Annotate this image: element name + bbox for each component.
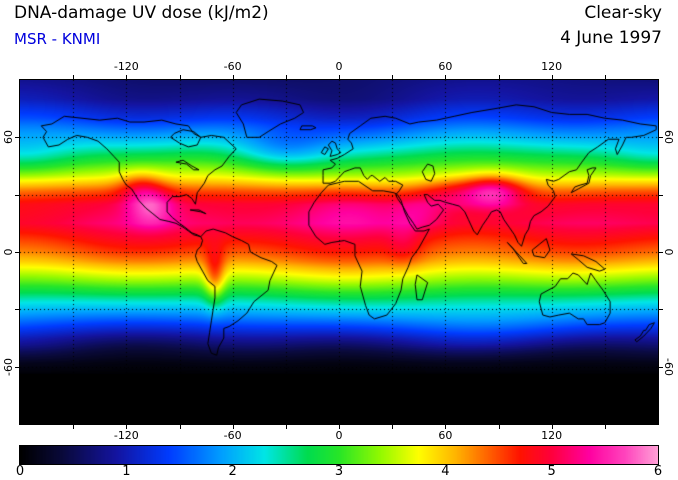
axis-tick-mark xyxy=(552,425,553,429)
colorbar-tick-label: 3 xyxy=(334,464,344,479)
axis-tick-mark xyxy=(339,425,340,429)
axis-tick-mark xyxy=(605,425,606,429)
axis-tick-mark xyxy=(15,367,19,368)
lat-tick-label-right: -60 xyxy=(662,357,675,376)
axis-tick-mark xyxy=(445,75,446,79)
axis-tick-mark xyxy=(659,367,663,368)
axis-tick-mark xyxy=(15,195,19,196)
axis-tick-mark xyxy=(445,425,446,429)
colorbar-tick-label: 0 xyxy=(15,464,25,479)
lat-tick-label-left: 60 xyxy=(2,130,15,145)
lon-tick-label-bottom: 60 xyxy=(438,429,453,442)
lat-tick-label-right: 60 xyxy=(662,130,675,145)
lon-tick-label-bottom: 0 xyxy=(335,429,343,442)
lat-tick-label-right: 0 xyxy=(662,248,675,256)
axis-tick-mark xyxy=(659,309,663,310)
lon-tick-label-top: 120 xyxy=(541,60,563,73)
axis-tick-mark xyxy=(659,137,663,138)
colorbar-tick-label: 1 xyxy=(122,464,131,479)
axis-tick-mark xyxy=(15,252,19,253)
axis-tick-mark xyxy=(392,75,393,79)
sky-condition-label: Clear-sky xyxy=(584,3,662,23)
colorbar-tick-label: 6 xyxy=(653,464,663,479)
axis-tick-mark xyxy=(499,75,500,79)
colorbar-tick-label: 5 xyxy=(547,464,556,479)
axis-tick-mark xyxy=(126,75,127,79)
axis-tick-mark xyxy=(15,309,19,310)
lat-tick-label-left: -60 xyxy=(2,357,15,376)
lon-tick-label-top: -120 xyxy=(113,60,139,73)
axis-tick-mark xyxy=(605,75,606,79)
lon-tick-label-top: 60 xyxy=(438,60,453,73)
colorbar-tick-label: 2 xyxy=(228,464,237,479)
axis-tick-mark xyxy=(180,425,181,429)
lon-tick-label-bottom: -120 xyxy=(113,429,139,442)
lat-tick-label-left: 0 xyxy=(2,248,15,256)
axis-tick-mark xyxy=(286,75,287,79)
axis-tick-mark xyxy=(552,75,553,79)
axis-tick-mark xyxy=(180,75,181,79)
axis-tick-mark xyxy=(233,425,234,429)
uv-heatmap-canvas xyxy=(20,80,658,424)
date-label: 4 June 1997 xyxy=(560,28,662,48)
axis-tick-mark xyxy=(286,425,287,429)
lon-tick-label-bottom: -60 xyxy=(223,429,242,442)
data-source-label: MSR - KNMI xyxy=(14,30,101,48)
axis-tick-mark xyxy=(73,75,74,79)
axis-tick-mark xyxy=(73,425,74,429)
axis-tick-mark xyxy=(126,425,127,429)
lon-tick-label-top: 0 xyxy=(335,60,343,73)
axis-tick-mark xyxy=(659,252,663,253)
axis-tick-mark xyxy=(659,195,663,196)
colorbar-canvas xyxy=(20,446,658,464)
colorbar-tick-label: 4 xyxy=(441,464,450,479)
lon-tick-label-top: -60 xyxy=(223,60,242,73)
axis-tick-mark xyxy=(339,75,340,79)
axis-tick-mark xyxy=(392,425,393,429)
plot-title: DNA-damage UV dose (kJ/m2) xyxy=(14,3,269,23)
colorbar-frame xyxy=(19,445,659,465)
world-map-frame xyxy=(19,79,659,425)
axis-tick-mark xyxy=(233,75,234,79)
axis-tick-mark xyxy=(499,425,500,429)
axis-tick-mark xyxy=(15,137,19,138)
lon-tick-label-bottom: 120 xyxy=(541,429,563,442)
